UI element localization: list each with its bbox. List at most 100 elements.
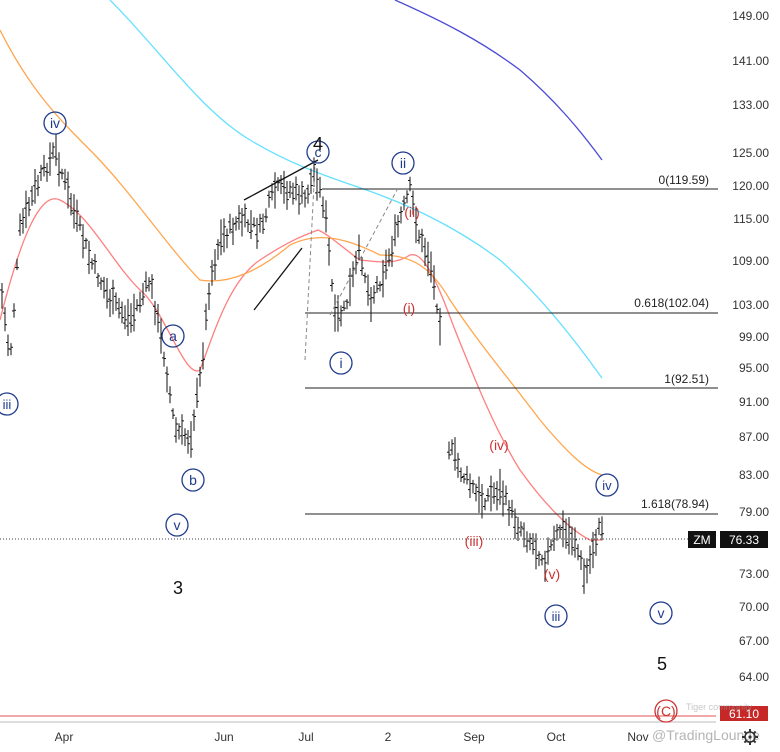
price-bar: [117, 297, 121, 319]
gear-icon[interactable]: [742, 729, 758, 745]
price-bar: [108, 289, 112, 317]
price-bar: [546, 537, 550, 565]
price-bar: [435, 303, 439, 314]
price-bar: [426, 241, 430, 277]
price-bar: [561, 510, 565, 548]
price-bar: [594, 529, 598, 556]
fib-label-0618: 0.618(102.04): [634, 296, 709, 310]
price-bar: [57, 152, 61, 187]
moving-average-line: [109, 0, 603, 379]
wave-label: iii: [0, 392, 19, 416]
price-bar: [39, 164, 43, 182]
watermark-text: @TradingLounge: [652, 727, 760, 743]
wave-label: iv: [43, 111, 67, 135]
price-tag: 76.33: [729, 533, 759, 547]
price-bar: [186, 430, 190, 454]
wave-label: v: [165, 513, 189, 537]
price-bar: [249, 210, 253, 239]
price-bar: [384, 249, 388, 280]
symbol-tag: ZM: [693, 533, 710, 547]
moving-average-line: [0, 198, 602, 541]
price-bar: [120, 301, 124, 324]
price-bar: [516, 516, 520, 542]
price-bar: [597, 517, 601, 535]
price-bar: [282, 170, 286, 204]
price-bar: [252, 217, 256, 228]
price-bar: [9, 343, 13, 356]
svg-text:iii: iii: [552, 609, 561, 624]
wave-label: v: [649, 601, 673, 625]
price-bar: [591, 531, 595, 569]
price-bar: [423, 237, 427, 267]
price-bar: [411, 190, 415, 215]
price-bar: [498, 468, 502, 505]
wave-label: b: [181, 468, 205, 492]
symbol-tag-bg: [688, 531, 716, 548]
price-bar: [288, 180, 292, 199]
price-bar: [78, 216, 82, 231]
price-bar: [81, 224, 85, 259]
svg-text:i: i: [339, 355, 342, 371]
wave-label: ii: [391, 151, 415, 175]
price-bar: [345, 299, 349, 310]
y-tick-label: 125.00: [732, 146, 769, 160]
price-bar: [588, 545, 592, 574]
price-bar: [138, 291, 142, 313]
y-tick-label: 73.00: [739, 567, 769, 581]
svg-text:v: v: [174, 517, 181, 533]
svg-text:iv: iv: [50, 115, 60, 131]
price-bar: [54, 134, 58, 166]
x-tick-label: Jun: [214, 730, 233, 744]
price-bar: [225, 228, 229, 249]
price-bar: [582, 558, 586, 594]
price-bar: [48, 142, 52, 176]
price-bar: [0, 283, 4, 309]
price-bar: [327, 238, 331, 266]
price-bar: [543, 550, 547, 582]
price-bar: [321, 196, 325, 218]
price-bar: [339, 305, 343, 327]
price-bar: [198, 366, 202, 387]
price-bar: [507, 500, 511, 527]
price-bar: [399, 206, 403, 224]
x-tick-label: Sep: [463, 730, 485, 744]
price-bar: [165, 366, 169, 393]
dashed-line-1: [304, 164, 316, 361]
price-bar: [420, 228, 424, 253]
svg-text:iv: iv: [602, 478, 612, 493]
price-bar: [210, 259, 214, 286]
price-bar: [45, 162, 49, 182]
x-tick-label: Apr: [55, 730, 74, 744]
price-bar: [171, 408, 175, 420]
price-bar: [231, 217, 235, 246]
support-tag-bg: [720, 706, 768, 721]
svg-text:ii: ii: [400, 155, 406, 171]
price-tag-bg: [720, 531, 768, 548]
price-bar: [204, 303, 208, 331]
wave-labels-plain: 4 3 5: [173, 134, 667, 674]
svg-text:a: a: [169, 328, 177, 344]
price-bar: [300, 181, 304, 204]
price-bar: [267, 190, 271, 208]
fib-lines: 0(119.59) 0.618(102.04) 1(92.51) 1.618(7…: [305, 173, 718, 515]
wave-label: (iv): [489, 437, 508, 453]
y-tick-label: 79.00: [739, 505, 769, 519]
price-bar: [372, 285, 376, 304]
price-bar: [363, 272, 367, 284]
y-tick-label: 67.00: [739, 634, 769, 648]
price-bar: [534, 533, 538, 570]
price-bar: [477, 476, 481, 513]
price-bar: [255, 217, 259, 249]
price-bar: [393, 214, 397, 247]
price-bar: [156, 304, 160, 333]
price-bar: [12, 303, 16, 318]
price-bar: [285, 181, 289, 210]
dashed-line-2: [329, 189, 398, 316]
price-bar: [66, 171, 70, 209]
price-bar: [192, 409, 196, 432]
price-bar: [87, 240, 91, 275]
price-bar: [495, 480, 499, 511]
price-bar: [168, 386, 172, 404]
price-bar: [381, 259, 385, 298]
x-tick-label: Oct: [547, 730, 566, 744]
